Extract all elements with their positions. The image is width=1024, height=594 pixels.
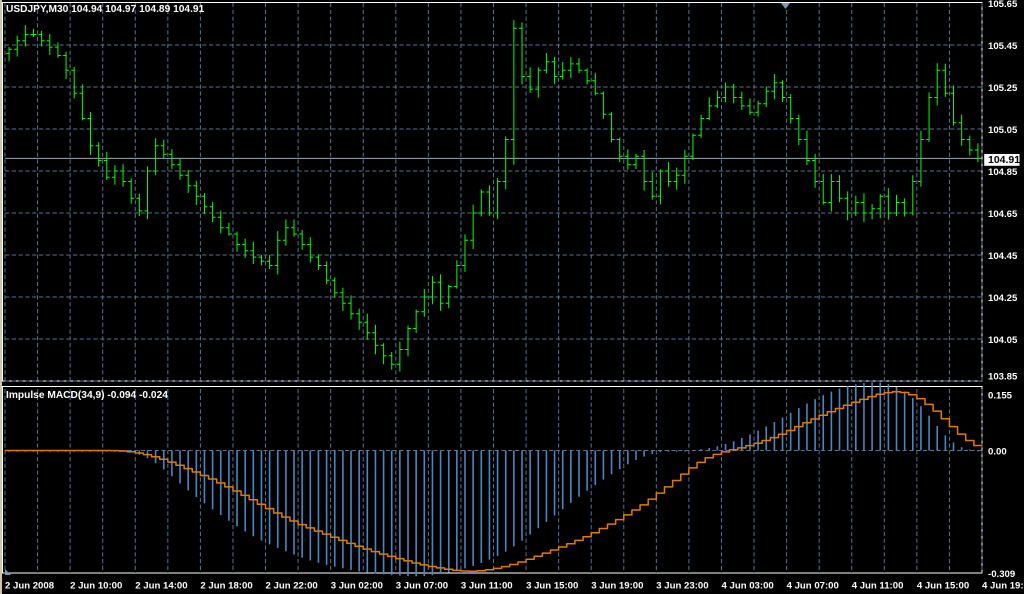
- svg-text:3 Jun 15:00: 3 Jun 15:00: [526, 581, 578, 592]
- svg-text:104.05: 104.05: [988, 335, 1018, 346]
- svg-text:3 Jun 23:00: 3 Jun 23:00: [656, 581, 708, 592]
- svg-text:105.45: 105.45: [988, 41, 1018, 52]
- svg-text:4 Jun 03:00: 4 Jun 03:00: [722, 581, 774, 592]
- svg-text:Impulse MACD(34,9) -0.094 -0.: Impulse MACD(34,9) -0.094 -0.024: [6, 390, 168, 401]
- svg-text:105.25: 105.25: [988, 83, 1018, 94]
- svg-text:-0.309: -0.309: [988, 569, 1015, 580]
- svg-text:103.85: 103.85: [988, 372, 1018, 383]
- svg-text:104.65: 104.65: [988, 209, 1018, 220]
- svg-text:105.05: 105.05: [988, 125, 1018, 136]
- svg-text:2 Jun 18:00: 2 Jun 18:00: [200, 581, 252, 592]
- svg-text:3 Jun 19:00: 3 Jun 19:00: [591, 581, 643, 592]
- svg-text:104.91: 104.91: [988, 154, 1020, 166]
- svg-text:4 Jun 19:00: 4 Jun 19:00: [982, 581, 1024, 592]
- svg-text:104.25: 104.25: [988, 293, 1018, 304]
- svg-text:3 Jun 07:00: 3 Jun 07:00: [396, 581, 448, 592]
- svg-text:2 Jun 14:00: 2 Jun 14:00: [135, 581, 187, 592]
- svg-text:2 Jun 22:00: 2 Jun 22:00: [266, 581, 318, 592]
- svg-text:2 Jun 10:00: 2 Jun 10:00: [70, 581, 122, 592]
- svg-text:3 Jun 11:00: 3 Jun 11:00: [461, 581, 513, 592]
- svg-text:4 Jun 11:00: 4 Jun 11:00: [852, 581, 904, 592]
- svg-text:2 Jun 2008: 2 Jun 2008: [5, 581, 55, 592]
- svg-text:104.45: 104.45: [988, 251, 1018, 262]
- svg-text:4 Jun 07:00: 4 Jun 07:00: [787, 581, 839, 592]
- svg-text:104.85: 104.85: [988, 167, 1018, 178]
- svg-text:4 Jun 15:00: 4 Jun 15:00: [917, 581, 969, 592]
- svg-text:0.155: 0.155: [988, 391, 1013, 402]
- svg-text:105.65: 105.65: [988, 0, 1018, 10]
- svg-text:3 Jun 02:00: 3 Jun 02:00: [331, 581, 383, 592]
- svg-text:USDJPY,M30 104.94 104.97 104: USDJPY,M30 104.94 104.97 104.89 104.91: [6, 4, 205, 15]
- svg-text:0.00: 0.00: [988, 447, 1007, 458]
